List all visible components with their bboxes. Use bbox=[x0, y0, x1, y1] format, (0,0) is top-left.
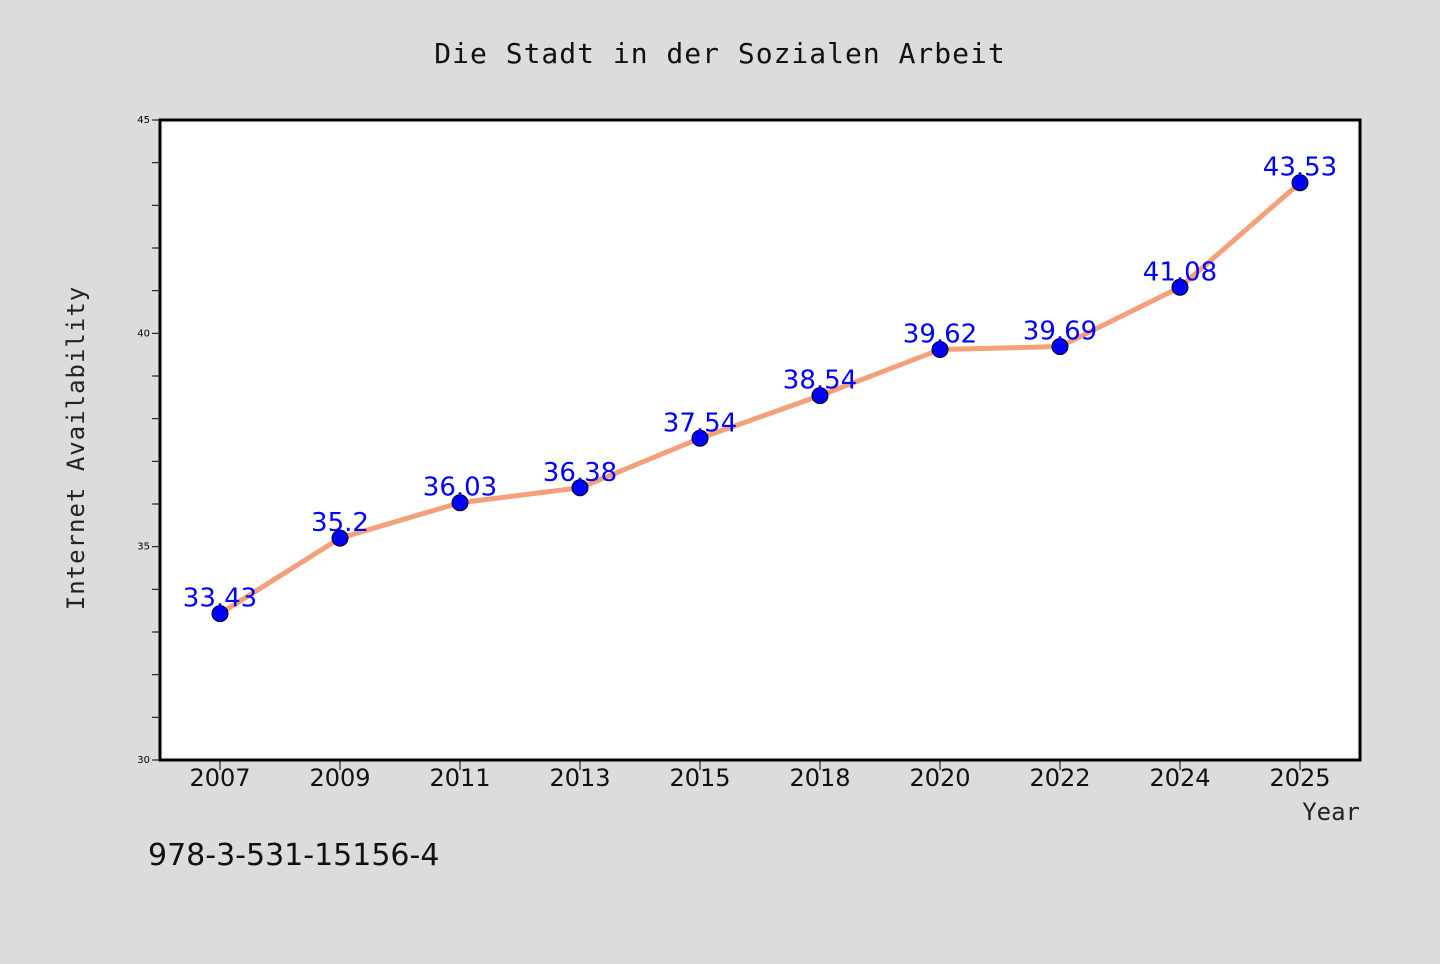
x-tick-label: 2013 bbox=[549, 764, 610, 792]
plot-area bbox=[158, 118, 1362, 762]
data-label: 33.43 bbox=[183, 584, 257, 614]
x-tick-label: 2015 bbox=[669, 764, 730, 792]
data-label: 36.03 bbox=[423, 473, 497, 503]
data-label: 39.69 bbox=[1023, 317, 1097, 347]
data-point bbox=[811, 387, 829, 405]
data-point bbox=[451, 494, 469, 512]
data-label: 41.08 bbox=[1143, 257, 1217, 287]
data-point bbox=[1051, 338, 1069, 356]
x-tick-label: 2024 bbox=[1149, 764, 1210, 792]
data-point bbox=[211, 605, 229, 623]
y-tick-label: 35 bbox=[137, 542, 150, 553]
series-layer: 33.43 35.2 36.03 36.38 37.54 38.54 39.62 39.69 4… bbox=[183, 153, 1337, 623]
y-tick-label: 45 bbox=[137, 115, 150, 126]
series-line bbox=[217, 180, 1303, 617]
data-point bbox=[1171, 278, 1189, 296]
data-point bbox=[331, 529, 349, 547]
x-tick-label: 2018 bbox=[789, 764, 850, 792]
x-tick-label: 2011 bbox=[429, 764, 490, 792]
data-point bbox=[1291, 174, 1309, 192]
data-point bbox=[931, 341, 949, 359]
y-tick-label: 30 bbox=[137, 755, 150, 766]
data-label: 36.38 bbox=[543, 458, 617, 488]
isbn-text: 978-3-531-15156-4 bbox=[148, 838, 439, 873]
data-label: 43.53 bbox=[1263, 153, 1337, 183]
x-tick-label: 2020 bbox=[909, 764, 970, 792]
data-label: 38.54 bbox=[783, 366, 857, 396]
data-label: 37.54 bbox=[663, 408, 737, 438]
chart-title: Die Stadt in der Sozialen Arbeit bbox=[434, 37, 1005, 70]
x-axis: 2007 2009 2011 2013 2015 2018 2020 2022 2024 2025 bbox=[189, 760, 1331, 792]
x-tick-label: 2022 bbox=[1029, 764, 1090, 792]
y-axis-label: Internet Availability bbox=[62, 286, 90, 610]
data-point bbox=[691, 429, 709, 447]
x-tick-label: 2025 bbox=[1269, 764, 1330, 792]
x-tick-label: 2007 bbox=[189, 764, 250, 792]
y-axis: 30 35 40 45 bbox=[137, 115, 160, 766]
x-axis-label: Year bbox=[1302, 798, 1360, 826]
data-label: 35.2 bbox=[311, 508, 369, 538]
data-point bbox=[571, 479, 589, 497]
y-tick-label: 40 bbox=[137, 328, 150, 339]
data-label: 39.62 bbox=[903, 320, 977, 350]
x-tick-label: 2009 bbox=[309, 764, 370, 792]
